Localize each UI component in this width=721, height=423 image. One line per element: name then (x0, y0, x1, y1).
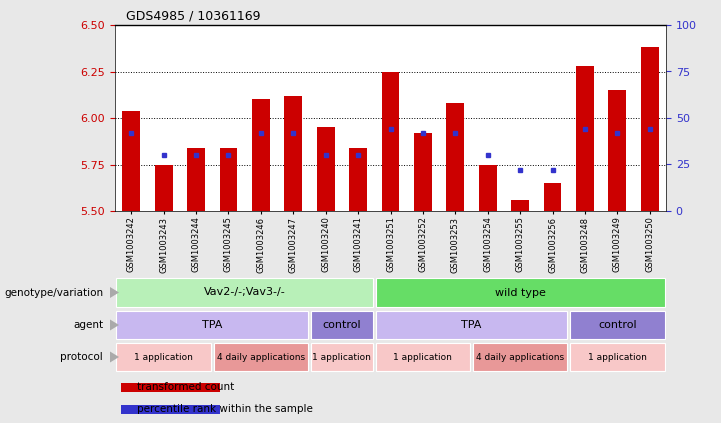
Text: control: control (322, 320, 361, 330)
Bar (414, 133, 432, 211)
Text: 1 application: 1 application (394, 352, 452, 362)
Text: wild type: wild type (495, 288, 546, 297)
Bar (116, 311, 308, 339)
Bar (284, 96, 302, 211)
Bar (576, 66, 594, 211)
Text: 1 application: 1 application (134, 352, 193, 362)
Bar (446, 103, 464, 211)
Bar (311, 343, 373, 371)
Bar (120, 404, 220, 414)
Text: 1 application: 1 application (312, 352, 371, 362)
Text: control: control (598, 320, 637, 330)
Bar (570, 343, 665, 371)
Text: 4 daily applications: 4 daily applications (217, 352, 305, 362)
Text: genotype/variation: genotype/variation (4, 288, 103, 297)
Text: 4 daily applications: 4 daily applications (476, 352, 565, 362)
Bar (381, 71, 399, 211)
Text: agent: agent (73, 320, 103, 330)
Polygon shape (110, 287, 119, 298)
Text: 1 application: 1 application (588, 352, 647, 362)
Bar (213, 343, 308, 371)
Bar (311, 311, 373, 339)
Polygon shape (110, 352, 119, 363)
Bar (120, 382, 220, 392)
Bar (479, 165, 497, 211)
Bar (123, 110, 140, 211)
Bar (570, 311, 665, 339)
Text: TPA: TPA (202, 320, 222, 330)
Bar (116, 343, 211, 371)
Bar (376, 311, 567, 339)
Text: percentile rank within the sample: percentile rank within the sample (137, 404, 313, 414)
Text: TPA: TPA (461, 320, 482, 330)
Bar (609, 90, 627, 211)
Bar (544, 183, 562, 211)
Polygon shape (110, 319, 119, 330)
Bar (473, 343, 567, 371)
Text: protocol: protocol (61, 352, 103, 362)
Bar (376, 278, 665, 307)
Bar (376, 343, 470, 371)
Bar (155, 165, 172, 211)
Bar (511, 200, 529, 211)
Bar (116, 278, 373, 307)
Bar (187, 148, 205, 211)
Bar (252, 99, 270, 211)
Text: GDS4985 / 10361169: GDS4985 / 10361169 (126, 9, 260, 22)
Bar (317, 127, 335, 211)
Bar (349, 148, 367, 211)
Bar (641, 47, 659, 211)
Text: Vav2-/-;Vav3-/-: Vav2-/-;Vav3-/- (204, 288, 286, 297)
Text: transformed count: transformed count (137, 382, 234, 392)
Bar (219, 148, 237, 211)
